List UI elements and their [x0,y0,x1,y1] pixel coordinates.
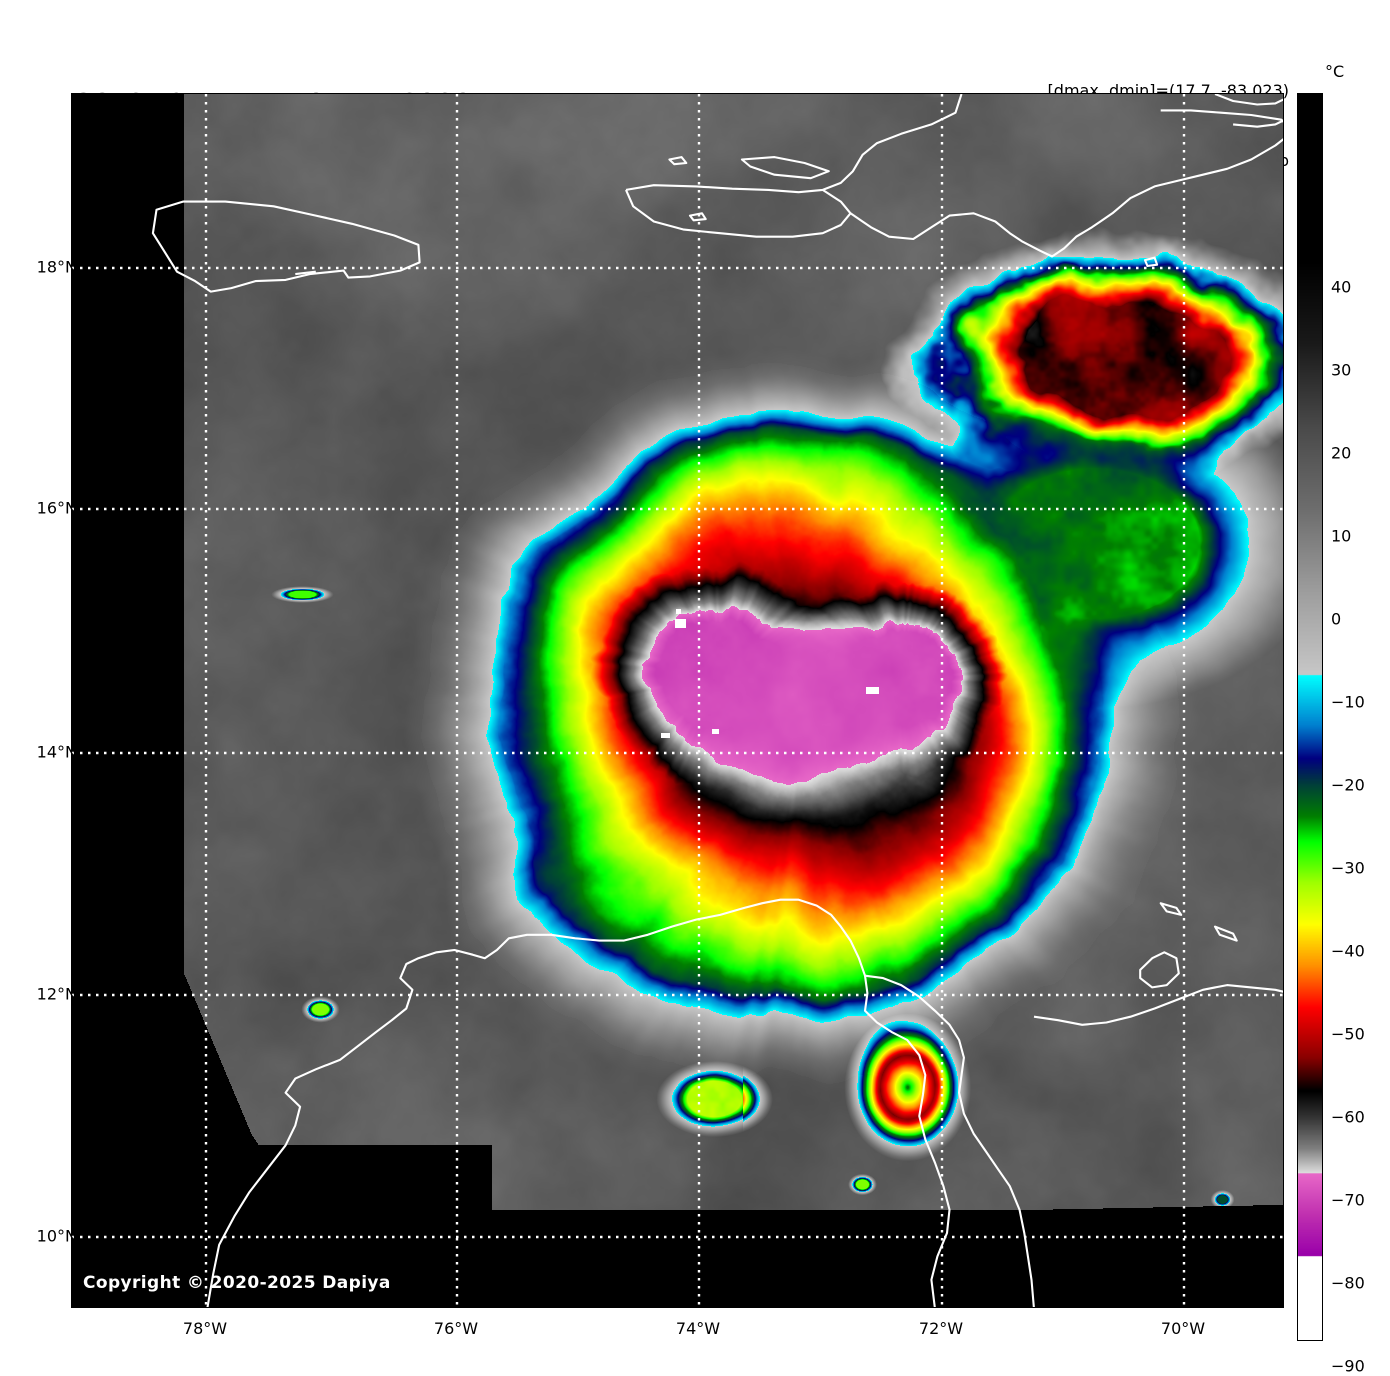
copyright-label: Copyright © 2020-2025 Dapiya [83,1273,391,1293]
x-axis-tick-74: 74°W [675,1319,721,1338]
y-axis-tick-10: 10°N [36,1226,77,1246]
x-axis-tick-76: 76°W [433,1319,479,1338]
colorbar-unit-label: °C [1325,62,1345,81]
colorbar-tick--70: −70 [1331,1190,1365,1210]
colorbar-tick-20: 20 [1331,443,1352,463]
satellite-image-plot: Copyright © 2020-2025 Dapiya [71,93,1284,1308]
colorbar-gradient [1297,93,1323,1341]
colorbar-tick--20: −20 [1331,775,1365,795]
x-axis-tick-72: 72°W [918,1319,964,1338]
colorbar-tick--90: −90 [1331,1356,1365,1376]
colorbar-tick-0: 0 [1331,609,1342,629]
satellite-imagery-canvas [72,94,1283,1307]
colorbar-tick--30: −30 [1331,858,1365,878]
x-axis-tick-78: 78°W [182,1319,228,1338]
y-axis-tick-12: 12°N [36,984,77,1004]
y-axis-tick-18: 18°N [36,257,77,277]
colorbar-tick--50: −50 [1331,1024,1365,1044]
colorbar-tick-30: 30 [1331,360,1352,380]
y-axis-tick-16: 16°N [36,498,77,518]
colorbar-tick-10: 10 [1331,526,1352,546]
colorbar-tick-40: 40 [1331,277,1352,297]
colorbar [1297,93,1323,1341]
colorbar-tick--60: −60 [1331,1107,1365,1127]
colorbar-tick--10: −10 [1331,692,1365,712]
x-axis-tick-70: 70°W [1160,1319,1206,1338]
y-axis-tick-14: 14°N [36,742,77,762]
colorbar-tick--80: −80 [1331,1273,1365,1293]
colorbar-tick--40: −40 [1331,941,1365,961]
